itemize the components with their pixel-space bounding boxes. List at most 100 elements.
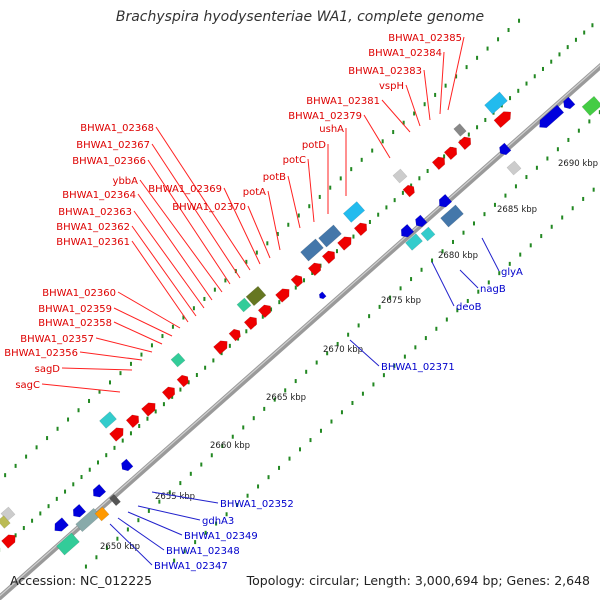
track-dot <box>47 504 50 509</box>
track-dot <box>194 540 197 545</box>
track-dot <box>525 81 528 86</box>
tick-label: 2680 kbp <box>438 251 478 261</box>
track-dot <box>558 52 561 57</box>
track-dot <box>137 518 140 523</box>
leader-line <box>147 159 231 285</box>
track-dot <box>311 270 314 275</box>
track-dot <box>64 489 67 494</box>
track-dot <box>35 445 38 450</box>
track-dot <box>182 315 185 320</box>
track-dot <box>88 467 91 472</box>
track-dot <box>39 511 42 516</box>
track-dot <box>179 481 182 486</box>
gene-feature <box>72 503 87 518</box>
track-dot <box>484 117 487 122</box>
track-dot <box>319 428 322 433</box>
leader-line <box>113 307 173 337</box>
track-dot <box>173 558 176 563</box>
track-dot <box>171 394 174 399</box>
track-dot <box>426 168 429 173</box>
leader-line <box>459 269 479 289</box>
track-dot <box>303 278 306 283</box>
track-dot <box>525 175 528 180</box>
track-dot <box>462 230 465 235</box>
gene-feature <box>245 285 267 307</box>
track-dot <box>146 416 149 421</box>
track-dot <box>393 363 396 368</box>
track-dot <box>519 252 522 257</box>
gene-feature <box>56 532 80 556</box>
track-dot <box>566 45 569 50</box>
track-dot <box>231 434 234 439</box>
forward-gene-label: potD <box>302 140 326 151</box>
track-dot <box>297 213 300 218</box>
track-dot <box>487 280 490 285</box>
leader-line <box>131 240 189 323</box>
track-dot <box>147 508 150 513</box>
track-dot <box>242 425 245 430</box>
forward-gene-label: BHWA1_02359 <box>38 304 112 315</box>
track-dot <box>357 323 360 328</box>
track-dot <box>420 267 423 272</box>
gene-feature <box>176 374 189 388</box>
track-dot <box>121 438 124 443</box>
track-dot <box>424 336 427 341</box>
forward-gene-label: BHWA1_02368 <box>80 123 154 134</box>
track-dot <box>382 373 385 378</box>
track-dot <box>305 369 308 374</box>
track-dot <box>179 387 182 392</box>
track-dot <box>399 286 402 291</box>
gene-feature <box>318 224 342 248</box>
forward-gene-label: BHWA1_02362 <box>56 222 130 233</box>
track-dot <box>98 389 101 394</box>
track-dot <box>299 447 302 452</box>
track-dot <box>213 287 216 292</box>
track-dot <box>245 329 248 334</box>
track-dot <box>195 373 198 378</box>
track-dot <box>150 343 153 348</box>
track-dot <box>372 382 375 387</box>
gene-feature <box>125 414 140 429</box>
forward-gene-label: BHWA1_02363 <box>58 207 132 218</box>
tick-label: 2690 kbp <box>558 159 598 169</box>
gene-feature <box>443 146 458 161</box>
gene-feature <box>563 96 576 110</box>
track-dot <box>392 130 395 135</box>
gene-feature <box>92 483 107 498</box>
track-dot <box>517 88 520 93</box>
gene-feature <box>581 95 600 117</box>
topology-summary: Topology: circular; Length: 3,000,694 bp… <box>246 573 590 588</box>
track-dot <box>55 496 58 501</box>
map-title: Brachyspira hyodysenteriae WA1, complete… <box>115 9 485 25</box>
forward-gene-label: BHWA1_02366 <box>72 156 146 167</box>
track-dot <box>294 285 297 290</box>
track-dot <box>326 351 329 356</box>
track-dot <box>80 475 83 480</box>
tick-label: 2660 kbp <box>210 441 250 451</box>
track-dot <box>452 239 455 244</box>
track-dot <box>414 345 417 350</box>
leader-line <box>307 158 315 223</box>
leader-line <box>139 179 223 293</box>
tick-marks: 2650 kbp 2655 kbp 2660 kbp 2665 kbp 2670 kbp… <box>100 159 598 552</box>
gene-feature <box>257 304 272 319</box>
track-dot <box>410 183 413 188</box>
track-dot <box>335 249 338 254</box>
forward-gene-label: ushA <box>319 124 344 135</box>
track-dot <box>25 454 28 459</box>
gene-features <box>0 91 600 556</box>
track-dot <box>200 462 203 467</box>
track-dot <box>270 307 273 312</box>
leader-line <box>117 517 165 551</box>
reverse-gene-label: gdhA3 <box>202 516 234 527</box>
forward-gene-label: potB <box>263 172 286 183</box>
track-dot <box>284 388 287 393</box>
gene-feature <box>161 386 176 401</box>
track-dot <box>556 147 559 152</box>
track-dot <box>423 102 426 107</box>
track-dot <box>410 277 413 282</box>
leader-line <box>41 383 121 393</box>
track-dot <box>273 397 276 402</box>
gene-feature <box>400 223 415 238</box>
